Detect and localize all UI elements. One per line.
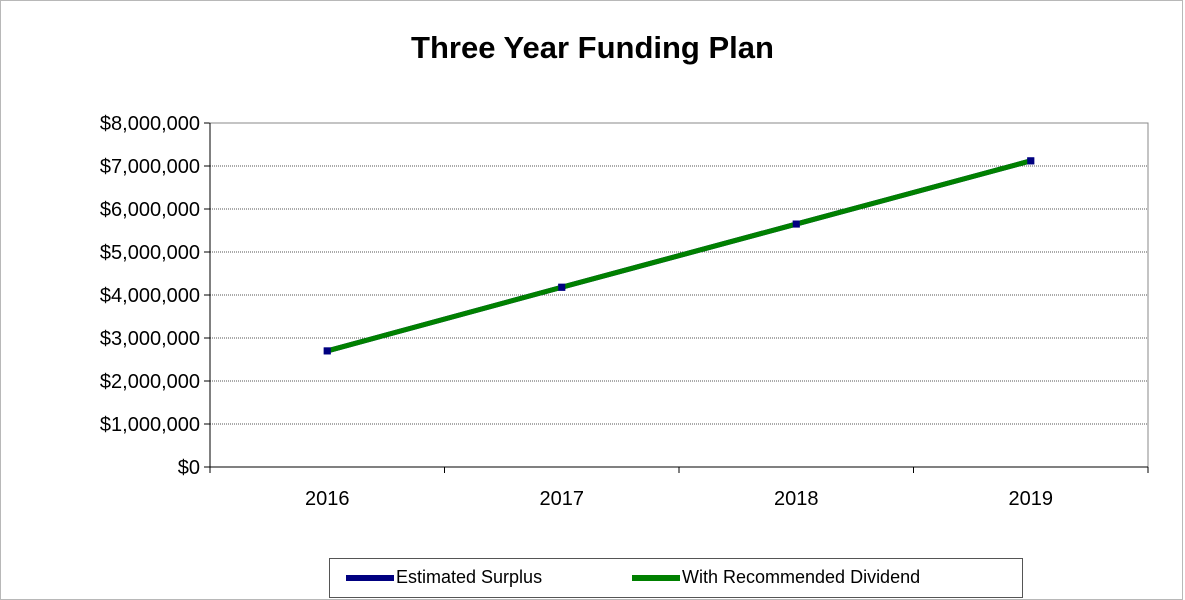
data-point-with-recommended-dividend [1027,157,1035,165]
data-point-with-recommended-dividend [558,283,566,291]
legend-label-with-recommended-dividend: With Recommended Dividend [682,567,921,587]
y-tick-label: $6,000,000 [100,199,200,221]
x-tick-label: 2017 [540,488,585,510]
series-lines [323,157,1035,355]
y-tick-labels: $0 $1,000,000 $2,000,000 $3,000,000 $4,000,0… [100,113,200,479]
y-tick-label: $2,000,000 [100,371,200,393]
y-tick-label: $0 [178,457,200,479]
legend-item-estimated-surplus: Estimated Surplus [346,567,542,588]
data-point-with-recommended-dividend [323,347,331,355]
y-tick-label: $8,000,000 [100,113,200,135]
axes [204,122,1149,473]
x-tick-labels: 2016 2017 2018 2019 [305,488,1053,510]
legend-label-estimated-surplus: Estimated Surplus [396,567,543,587]
x-tick-label: 2019 [1009,488,1054,510]
x-tick-label: 2016 [305,488,350,510]
y-tick-label: $3,000,000 [100,328,200,350]
legend: Estimated Surplus With Recommended Divid… [329,558,1023,598]
chart-title: Three Year Funding Plan [411,30,774,65]
y-tick-label: $1,000,000 [100,414,200,436]
x-tick-label: 2018 [774,488,819,510]
legend-swatch-estimated-surplus [346,574,394,581]
y-tick-label: $5,000,000 [100,242,200,264]
legend-swatch-with-recommended-dividend [632,574,680,581]
series-line-with-recommended-dividend [326,158,1032,354]
data-point-with-recommended-dividend [792,220,800,228]
legend-item-with-recommended-dividend: With Recommended Dividend [632,567,920,588]
y-tick-label: $7,000,000 [100,156,200,178]
y-tick-label: $4,000,000 [100,285,200,307]
